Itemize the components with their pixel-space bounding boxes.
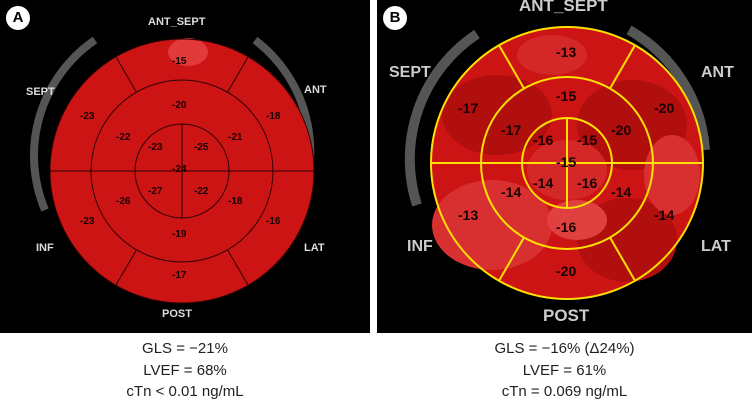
bullseye-panel-b: B ANT_SEPT ANT LAT PO: [377, 0, 752, 333]
seg-basal-post-a: -17: [172, 270, 187, 281]
seg-mid-ant-b: -20: [611, 122, 632, 138]
seg-apex-b: -15: [556, 154, 577, 170]
seg-basal-sept-a: -23: [80, 111, 95, 122]
seg-apical-lat-b: -16: [577, 175, 598, 191]
seg-apical-sept-a: -23: [148, 142, 163, 153]
seg-apical-inf-a: -27: [148, 186, 163, 197]
lvef-value-b: LVEF = 61%: [522, 361, 607, 379]
segment-grid-b: [430, 26, 704, 300]
ctn-value-a: cTn < 0.01 ng/mL: [126, 383, 244, 400]
ctn-value-b: cTn = 0.069 ng/mL: [501, 383, 628, 400]
seg-basal-inf-b: -13: [458, 207, 479, 223]
seg-mid-ant-sept-b: -15: [556, 88, 577, 104]
orientation-ring-arc-b2: [626, 25, 710, 151]
label-inf-a: INF: [36, 242, 54, 254]
seg-mid-inf-b: -14: [501, 184, 522, 200]
label-ant-sept-a: ANT_SEPT: [148, 16, 206, 28]
label-ant-sept-b: ANT_SEPT: [519, 0, 608, 15]
panel-b-badge: B: [383, 6, 407, 30]
seg-mid-sept-a: -22: [116, 132, 131, 143]
seg-mid-lat-a: -18: [228, 196, 243, 207]
bullseye-chart-b: [404, 25, 710, 300]
seg-apical-ant-b: -15: [577, 132, 598, 148]
gls-value-a: GLS = −21%: [142, 340, 228, 357]
seg-mid-ant-a: -21: [228, 132, 243, 143]
label-sept-a: SEPT: [26, 86, 55, 98]
label-ant-a: ANT: [304, 84, 327, 96]
segment-grid-a: [49, 38, 315, 304]
seg-basal-sept-b: -17: [458, 100, 479, 116]
seg-apex-a: -24: [172, 164, 187, 175]
seg-apical-sept-b: -16: [533, 132, 554, 148]
seg-mid-post-a: -19: [172, 229, 187, 240]
bullseye-chart-a: [30, 36, 315, 304]
label-lat-b: LAT: [701, 238, 731, 255]
caption-a: GLS = −21% LVEF = 68% cTn < 0.01 ng/mL: [0, 338, 370, 403]
seg-mid-ant-sept-a: -20: [172, 100, 187, 111]
seg-mid-post-b: -16: [556, 219, 577, 235]
bullseye-panel-a: A ANT_SEPT ANT LAT POST INF SEPT -15 -18…: [0, 0, 370, 333]
seg-basal-post-b: -20: [556, 263, 577, 279]
label-inf-b: INF: [407, 238, 433, 255]
caption-b: GLS = −16% (Δ24%) LVEF = 61% cTn = 0.069…: [377, 338, 752, 403]
label-post-b: POST: [543, 306, 590, 325]
panel-a-badge: A: [6, 6, 30, 30]
label-post-a: POST: [162, 308, 192, 320]
seg-basal-ant-sept-a: -15: [172, 56, 187, 67]
strain-texture-b: [432, 35, 700, 282]
label-lat-a: LAT: [304, 242, 325, 254]
seg-apical-lat-a: -22: [194, 186, 209, 197]
seg-basal-lat-a: -16: [266, 216, 281, 227]
seg-basal-lat-b: -14: [654, 207, 675, 223]
seg-basal-ant-a: -18: [266, 111, 281, 122]
seg-basal-ant-sept-b: -13: [556, 44, 577, 60]
highlight-patch-a: [168, 38, 208, 66]
orientation-ring-arc-b1: [404, 29, 480, 207]
seg-mid-sept-b: -17: [501, 122, 522, 138]
label-ant-b: ANT: [701, 64, 734, 81]
seg-basal-inf-a: -23: [80, 216, 95, 227]
seg-basal-ant-b: -20: [654, 100, 675, 116]
lvef-value-a: LVEF = 68%: [143, 361, 227, 379]
seg-apical-ant-a: -25: [194, 142, 209, 153]
label-sept-b: SEPT: [389, 64, 431, 81]
seg-mid-lat-b: -14: [611, 184, 632, 200]
seg-apical-inf-b: -14: [533, 175, 554, 191]
orientation-ring-arc-a1: [30, 36, 98, 212]
seg-mid-inf-a: -26: [116, 196, 131, 207]
gls-value-b: GLS = −16% (Δ24%): [494, 340, 635, 357]
